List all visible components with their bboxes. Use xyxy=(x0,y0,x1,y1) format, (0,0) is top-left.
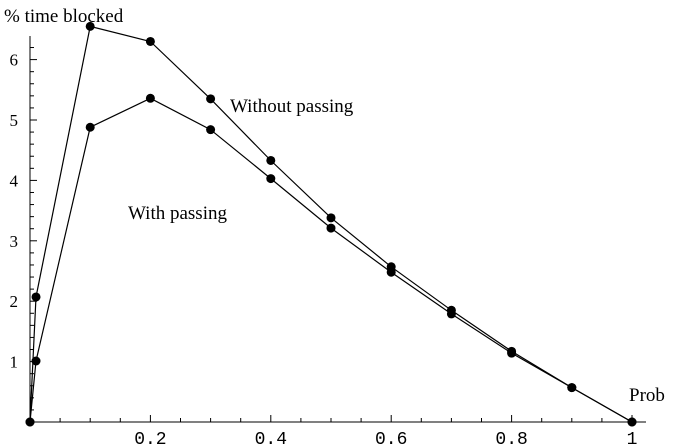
x-axis-label: Prob xyxy=(629,385,665,406)
data-point xyxy=(31,292,41,302)
data-point xyxy=(507,348,517,358)
data-point xyxy=(446,309,456,319)
labels: % time blocked Prob Without passing With… xyxy=(4,6,665,406)
data-point xyxy=(25,417,35,427)
series-with-passing xyxy=(25,93,637,427)
series-line xyxy=(29,25,633,423)
x-tick-label: 0.8 xyxy=(495,430,527,448)
series-layer xyxy=(25,21,637,427)
x-ticks: 0.2 0.4 0.6 0.8 1 xyxy=(59,415,638,448)
y-tick-label: 1 xyxy=(10,353,19,372)
data-point xyxy=(266,155,276,165)
y-tick-label: 6 xyxy=(10,51,19,70)
data-point xyxy=(85,21,95,31)
data-point xyxy=(145,93,155,103)
x-tick-label: 0.4 xyxy=(255,430,287,448)
data-point xyxy=(386,267,396,277)
data-point xyxy=(145,36,155,46)
data-point xyxy=(206,125,216,135)
data-point xyxy=(206,94,216,104)
data-point xyxy=(567,383,577,393)
data-point xyxy=(85,122,95,132)
data-point xyxy=(326,213,336,223)
y-tick-label: 4 xyxy=(10,171,19,190)
data-point xyxy=(31,356,41,366)
y-tick-label: 5 xyxy=(10,111,19,130)
data-point xyxy=(266,174,276,184)
y-tick-label: 2 xyxy=(10,292,19,311)
annotation-without-passing: Without passing xyxy=(230,96,354,117)
x-tick-label: 1 xyxy=(627,430,638,448)
x-tick-label: 0.6 xyxy=(375,430,407,448)
x-tick-label: 0.2 xyxy=(134,430,166,448)
data-point xyxy=(627,417,637,427)
y-axis-label: % time blocked xyxy=(4,6,124,27)
series-line xyxy=(29,97,633,423)
y-tick-label: 3 xyxy=(10,232,19,251)
data-point xyxy=(326,223,336,233)
annotation-with-passing: With passing xyxy=(128,203,227,224)
axes: 0.2 0.4 0.6 0.8 1 1 2 3 4 5 6 xyxy=(10,36,646,448)
